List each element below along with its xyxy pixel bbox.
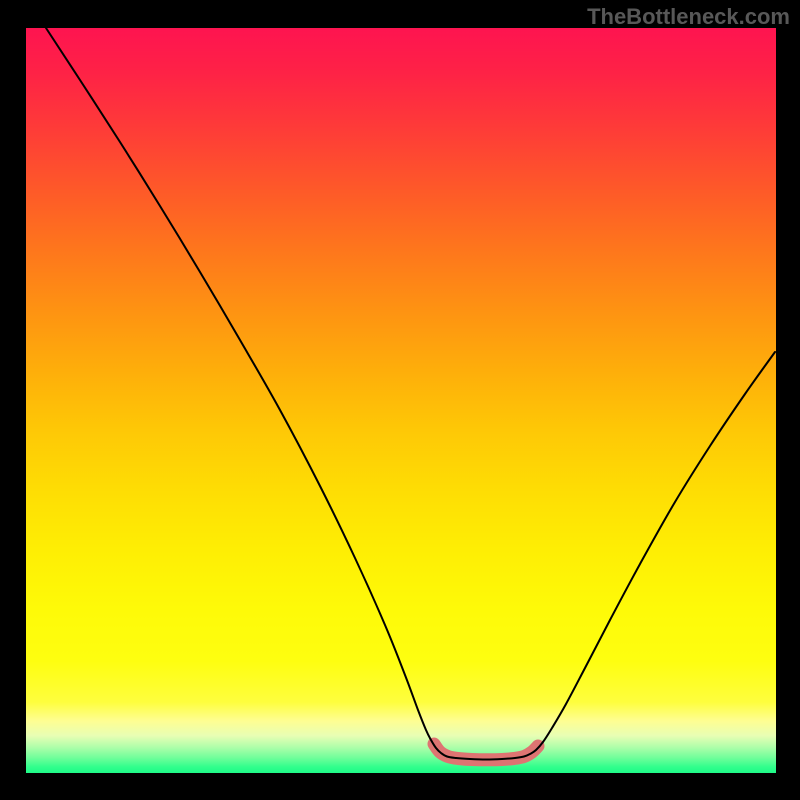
watermark-text: TheBottleneck.com [587, 4, 790, 30]
bottleneck-curve-plot [0, 0, 800, 800]
chart-container: TheBottleneck.com [0, 0, 800, 800]
plot-background [26, 28, 776, 773]
